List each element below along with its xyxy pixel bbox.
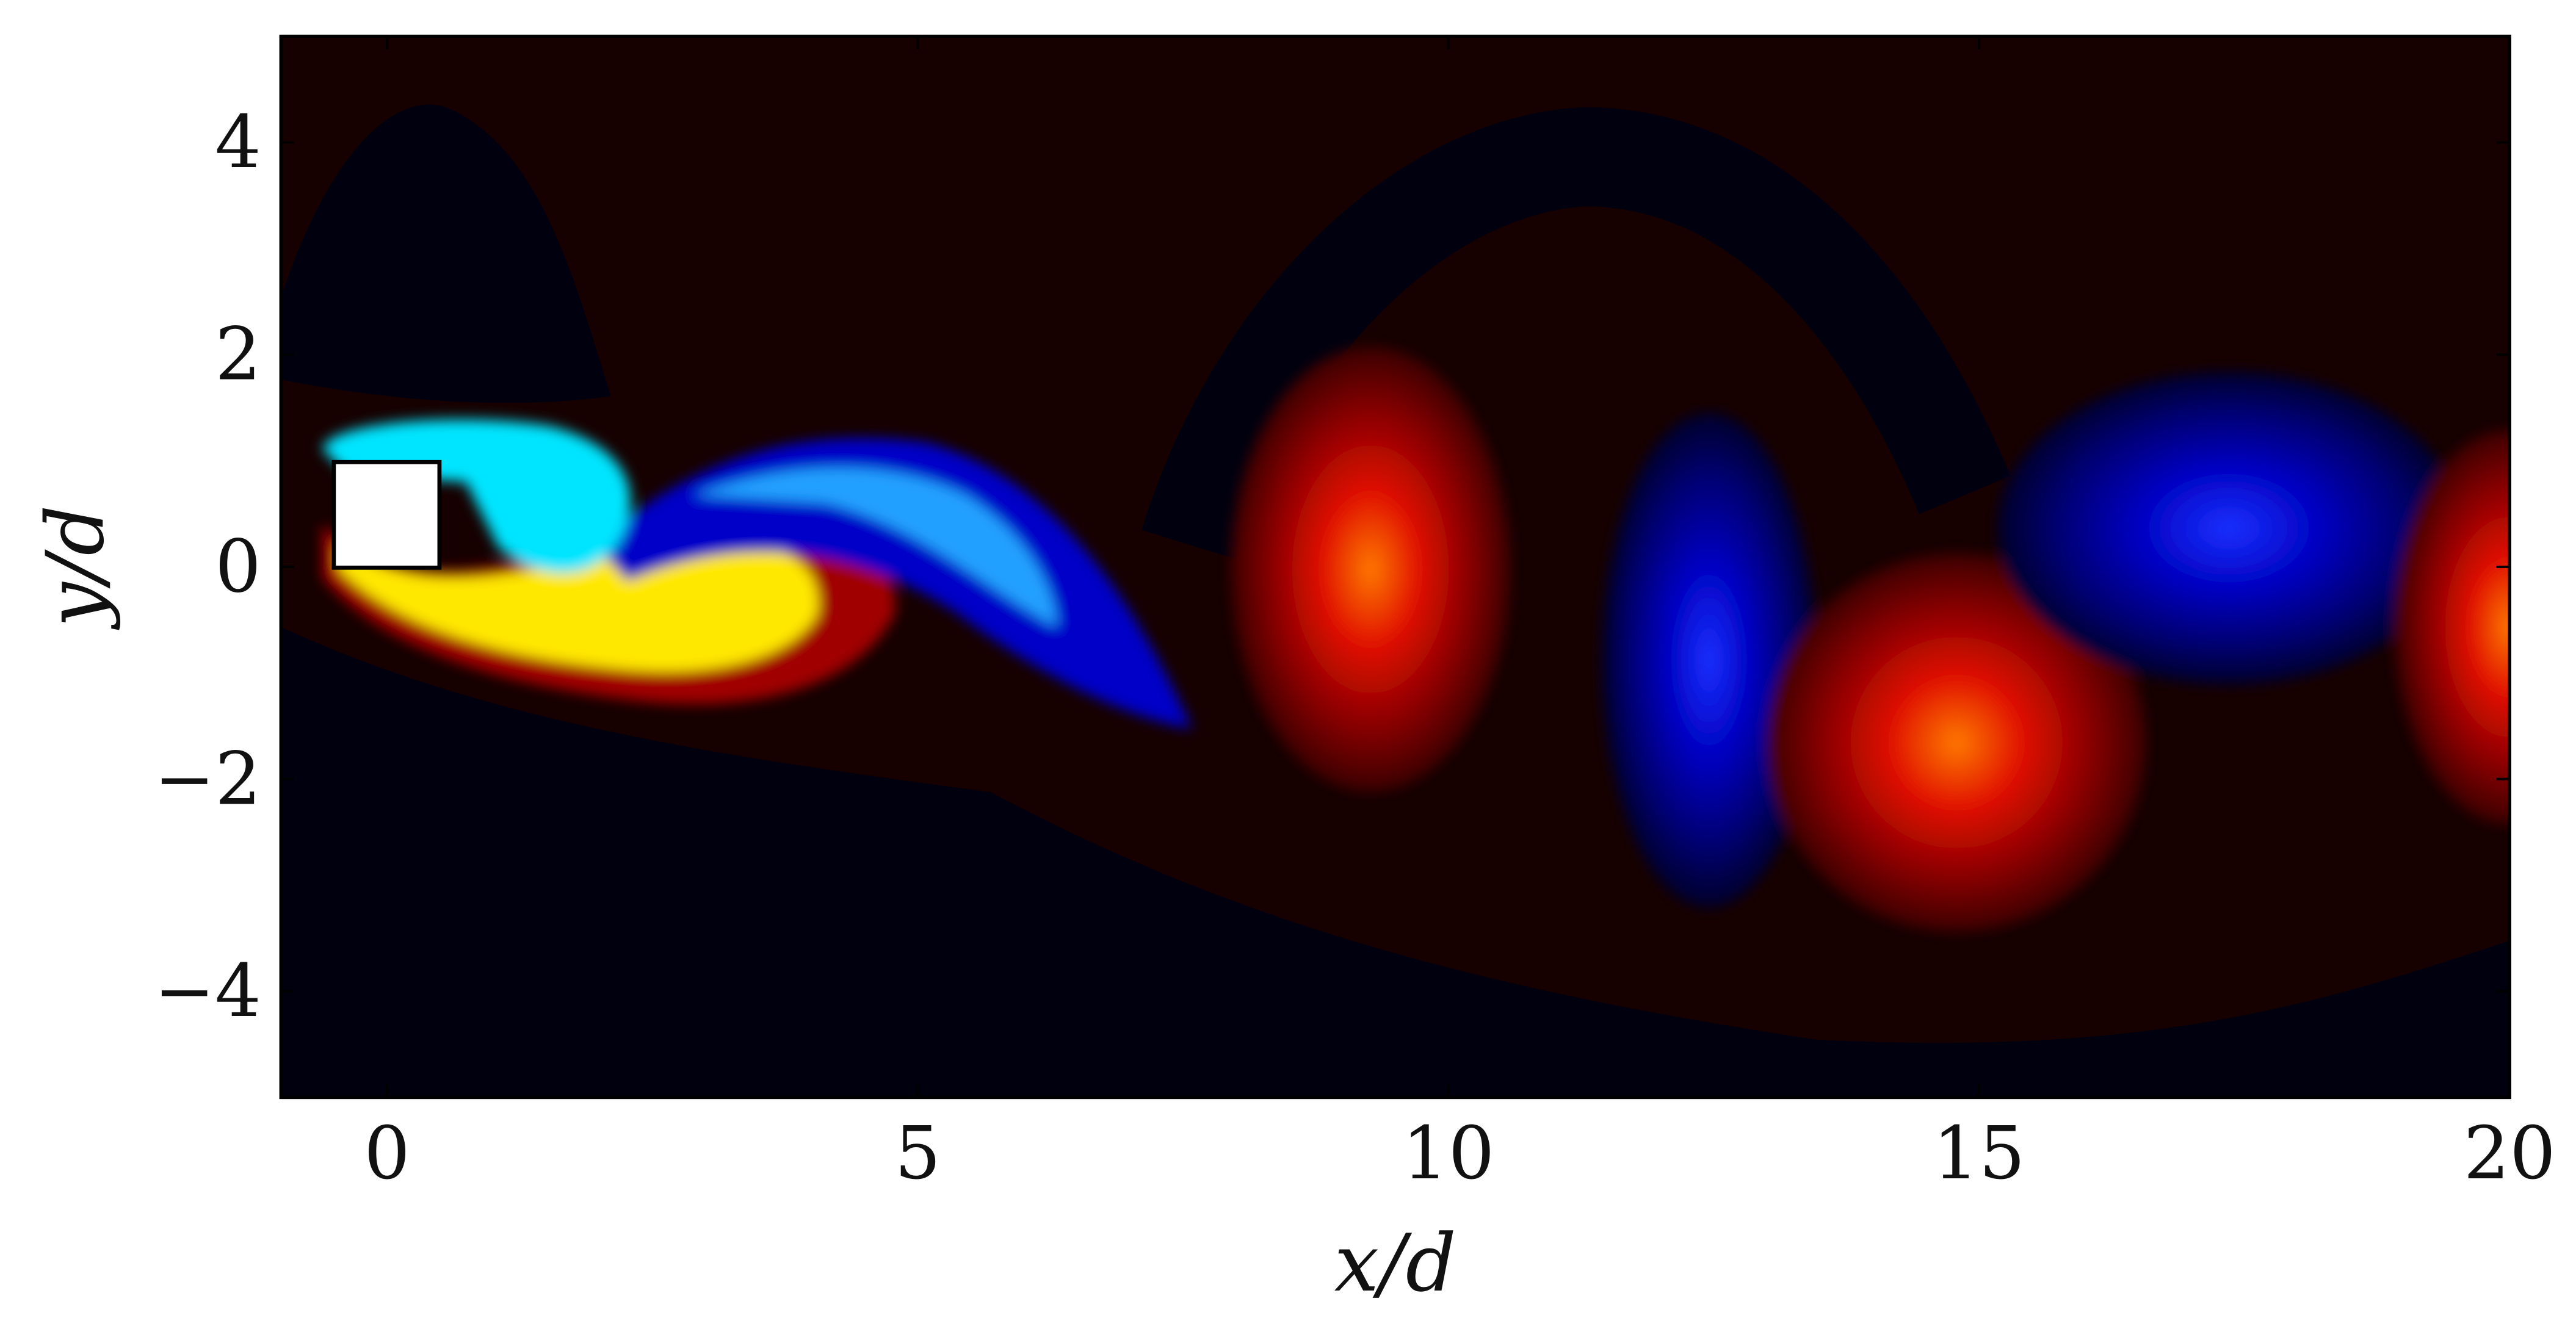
y-tick-label: −4 (154, 949, 261, 1034)
y-axis-label: y/d (29, 505, 121, 630)
y-tick-label: 0 (215, 525, 261, 610)
y-tick-label: 4 (215, 101, 261, 185)
x-tick-label: 15 (1933, 1112, 2025, 1196)
contour-field (281, 36, 2510, 1098)
x-axis-label: x/d (1334, 1217, 1456, 1309)
x-tick-label: 5 (895, 1112, 941, 1196)
x-tick-label: 20 (2464, 1112, 2556, 1196)
y-tick-label: 2 (215, 313, 261, 397)
obstacle (331, 459, 442, 570)
x-tick-label: 10 (1402, 1112, 1494, 1196)
y-tick-label: −2 (154, 737, 261, 821)
x-tick-label: 0 (364, 1112, 410, 1196)
